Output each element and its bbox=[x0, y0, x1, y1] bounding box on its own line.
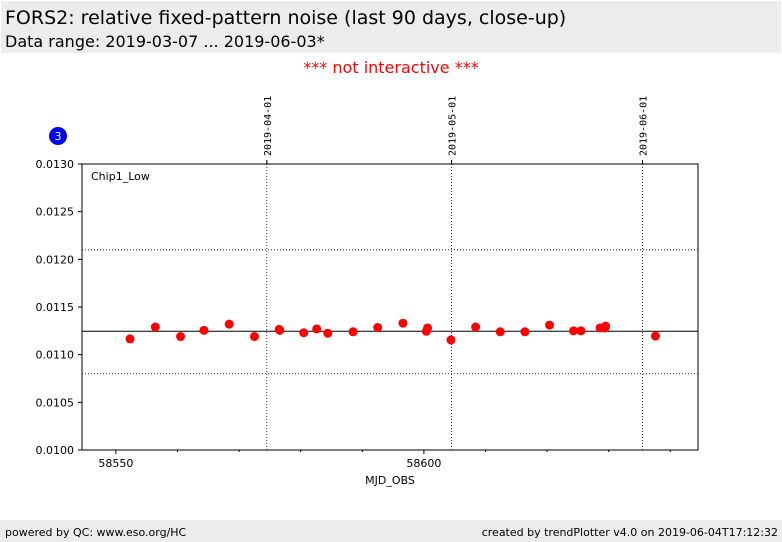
x-axis-label: MJD_OBS bbox=[365, 474, 415, 487]
grid-layer bbox=[82, 164, 698, 450]
y-tick-label: 0.0115 bbox=[36, 301, 75, 314]
data-point bbox=[520, 327, 530, 337]
data-point bbox=[650, 331, 660, 341]
y-tick-label: 0.0100 bbox=[36, 444, 75, 457]
count-badge-text: 3 bbox=[55, 130, 62, 143]
panel-label: Chip1_Low bbox=[91, 170, 150, 183]
data-point bbox=[125, 334, 135, 344]
data-point bbox=[545, 320, 555, 330]
count-badge-circle bbox=[49, 127, 67, 145]
header-bar: FORS2: relative fixed-pattern noise (las… bbox=[0, 0, 782, 54]
page-title: FORS2: relative fixed-pattern noise (las… bbox=[5, 7, 567, 29]
data-point bbox=[373, 322, 383, 332]
data-point bbox=[275, 325, 285, 335]
not-interactive-notice: *** not interactive *** bbox=[303, 58, 479, 77]
data-point bbox=[249, 332, 259, 342]
data-point bbox=[299, 328, 309, 338]
data-point bbox=[446, 335, 456, 345]
plot-frame bbox=[81, 163, 699, 451]
data-point bbox=[176, 332, 186, 342]
scatter-chart: 2019-04-01 2019-05-01 2019-06-01 0.0100 0.01… bbox=[36, 96, 699, 487]
data-point bbox=[398, 318, 408, 328]
y-tick-label: 0.0105 bbox=[36, 396, 75, 409]
data-point bbox=[495, 327, 505, 337]
date-marker-label: 2019-04-01 bbox=[263, 96, 274, 156]
data-range-subtitle: Data range: 2019-03-07 ... 2019-06-03* bbox=[5, 32, 325, 51]
y-tick-label: 0.0125 bbox=[36, 206, 75, 219]
date-marker-label: 2019-06-01 bbox=[639, 96, 650, 156]
x-tick-label: 58600 bbox=[406, 457, 441, 470]
count-badge[interactable]: 3 bbox=[49, 127, 67, 145]
data-point bbox=[199, 325, 209, 335]
data-point bbox=[601, 321, 611, 331]
data-point bbox=[423, 323, 433, 333]
footer-bar: powered by QC: www.eso.org/HC created by… bbox=[0, 520, 782, 542]
data-point bbox=[576, 326, 586, 336]
x-tick-label: 58550 bbox=[98, 457, 133, 470]
data-point bbox=[348, 327, 358, 337]
data-point bbox=[312, 324, 322, 334]
y-tick-label: 0.0130 bbox=[36, 158, 75, 171]
footer-powered-by: powered by QC: www.eso.org/HC bbox=[5, 526, 187, 539]
date-marker-label: 2019-05-01 bbox=[448, 96, 459, 156]
y-tick-label: 0.0120 bbox=[36, 253, 75, 266]
footer-created-by: created by trendPlotter v4.0 on 2019-06-… bbox=[481, 526, 778, 539]
data-point bbox=[150, 322, 160, 332]
data-point bbox=[224, 319, 234, 329]
data-point bbox=[323, 328, 333, 338]
axis-layer: 2019-04-01 2019-05-01 2019-06-01 0.0100 0.01… bbox=[36, 96, 671, 470]
data-point bbox=[569, 326, 579, 336]
y-tick-label: 0.0110 bbox=[36, 349, 75, 362]
data-point bbox=[471, 322, 481, 332]
point-layer bbox=[125, 318, 660, 345]
